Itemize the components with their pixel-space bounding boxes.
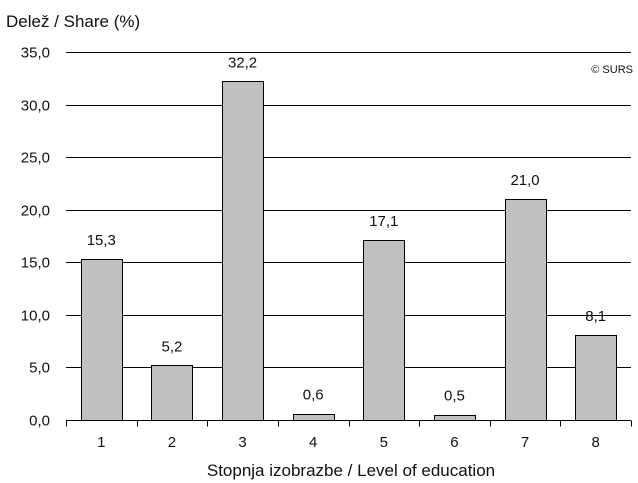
bar-level-1 [81,259,123,421]
data-label: 0,6 [303,387,324,404]
x-tick-label: 2 [168,434,176,451]
bar-level-6 [434,415,476,421]
x-tick-label: 3 [238,434,246,451]
axes [66,420,632,427]
x-tick-labels: 1 2 3 4 5 6 7 8 [97,434,600,451]
data-label: 5,2 [162,338,183,355]
bar-level-4 [293,414,335,421]
bars [81,81,617,421]
bar-level-5 [363,240,405,421]
y-tick-labels: 0,0 5,0 10,0 15,0 20,0 25,0 30,0 35,0 [21,45,50,430]
x-axis-title: Stopnja izobrazbe / Level of education [207,461,495,480]
y-tick-label: 25,0 [21,150,50,167]
y-tick-label: 20,0 [21,203,50,220]
bar-level-2 [151,365,193,421]
data-label: 15,3 [87,232,116,249]
y-axis-title: Delež / Share (%) [6,12,140,31]
y-tick-label: 35,0 [21,45,50,62]
data-labels: 15,3 5,2 32,2 0,6 17,1 0,5 21,0 8,1 [87,54,606,404]
x-tick-label: 6 [450,434,458,451]
y-tick-label: 0,0 [29,413,50,430]
data-label: 0,5 [444,388,465,405]
y-tick-label: 10,0 [21,308,50,325]
x-tick-label: 4 [309,434,317,451]
x-tick-label: 5 [380,434,388,451]
x-tick-label: 7 [521,434,529,451]
bar-level-7 [505,199,547,421]
data-label: 32,2 [228,54,257,71]
y-tick-label: 30,0 [21,98,50,115]
x-tick-label: 1 [97,434,105,451]
y-tick-label: 5,0 [29,360,50,377]
y-tick-label: 15,0 [21,255,50,272]
data-label: 8,1 [585,308,606,325]
copyright-annotation: © SURS [591,64,633,76]
gridlines [66,52,631,368]
bar-level-3 [222,81,264,421]
data-label: 21,0 [510,172,539,189]
bar-level-8 [575,335,617,421]
data-label: 17,1 [369,213,398,230]
x-tick-label: 8 [592,434,600,451]
